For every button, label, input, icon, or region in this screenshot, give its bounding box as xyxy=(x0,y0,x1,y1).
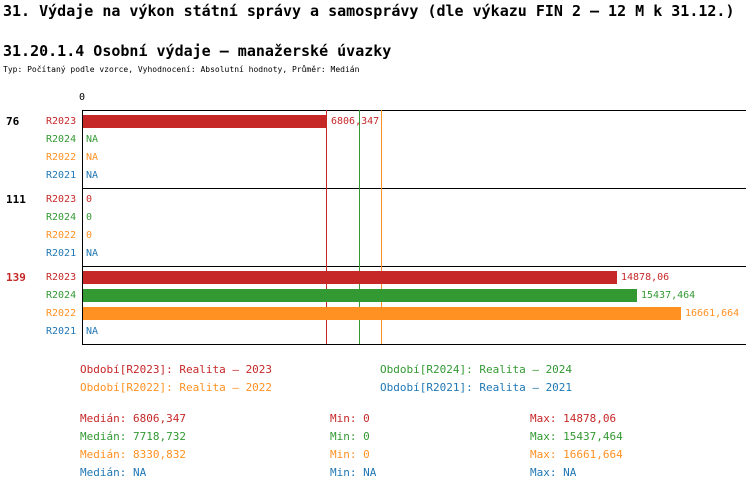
plot-bottom-border xyxy=(82,344,746,345)
stat-min-r2023: Min: 0 xyxy=(330,412,370,425)
report-title: 31. Výdaje na výkon státní správy a samo… xyxy=(3,2,735,20)
indicator-meta: Typ: Počítaný podle vzorce, Vyhodnocení:… xyxy=(3,65,360,74)
stat-max-r2022: Max: 16661,664 xyxy=(530,448,623,461)
legend-item-r2022: Období[R2022]: Realita – 2022 xyxy=(80,381,273,394)
group-separator-2 xyxy=(82,266,746,267)
bar-r2022 xyxy=(83,307,681,320)
legend-item-r2021: Období[R2021]: Realita – 2021 xyxy=(380,381,573,394)
median-line-r2022 xyxy=(381,110,382,344)
bar-r2023 xyxy=(83,115,327,128)
series-label: R2022 xyxy=(46,308,77,319)
group-separator-1 xyxy=(82,188,746,189)
value-label: 16661,664 xyxy=(685,308,740,319)
group-label: 76 xyxy=(6,115,20,128)
plot-top-border xyxy=(82,110,746,111)
value-label: 6806,347 xyxy=(331,116,380,127)
indicator-title: 31.20.1.4 Osobní výdaje – manažerské úva… xyxy=(3,42,392,60)
legend-item-r2024: Období[R2024]: Realita – 2024 xyxy=(380,363,573,376)
value-label: 0 xyxy=(86,194,93,205)
value-label: NA xyxy=(86,170,99,181)
stat-min-r2021: Min: NA xyxy=(330,466,377,479)
stat-median-r2023: Medián: 6806,347 xyxy=(80,412,186,425)
median-line-r2024 xyxy=(359,110,360,344)
group-label: 139 xyxy=(6,271,26,284)
axis-zero-label: 0 xyxy=(78,92,86,103)
series-label: R2023 xyxy=(46,194,77,205)
value-label: 15437,464 xyxy=(641,290,696,301)
stat-median-r2022: Medián: 8330,832 xyxy=(80,448,186,461)
series-label: R2024 xyxy=(46,212,77,223)
stat-min-r2024: Min: 0 xyxy=(330,430,370,443)
stat-median-r2024: Medián: 7718,732 xyxy=(80,430,186,443)
value-label: NA xyxy=(86,248,99,259)
group-label: 111 xyxy=(6,193,26,206)
series-label: R2024 xyxy=(46,290,77,301)
stat-min-r2022: Min: 0 xyxy=(330,448,370,461)
series-label: R2022 xyxy=(46,230,77,241)
value-label: 14878,06 xyxy=(621,272,670,283)
series-label: R2023 xyxy=(46,272,77,283)
value-axis-line xyxy=(82,110,83,345)
value-label: NA xyxy=(86,152,99,163)
stat-max-r2021: Max: NA xyxy=(530,466,577,479)
value-label: 0 xyxy=(86,230,93,241)
series-label: R2021 xyxy=(46,170,77,181)
median-line-r2023 xyxy=(326,110,327,344)
series-label: R2021 xyxy=(46,248,77,259)
bar-r2024 xyxy=(83,289,637,302)
stat-median-r2021: Medián: NA xyxy=(80,466,147,479)
series-label: R2024 xyxy=(46,134,77,145)
series-label: R2022 xyxy=(46,152,77,163)
stat-max-r2024: Max: 15437,464 xyxy=(530,430,623,443)
value-label: NA xyxy=(86,134,99,145)
value-label: 0 xyxy=(86,212,93,223)
series-label: R2021 xyxy=(46,326,77,337)
series-label: R2023 xyxy=(46,116,77,127)
bar-r2023 xyxy=(83,271,617,284)
stat-max-r2023: Max: 14878,06 xyxy=(530,412,617,425)
legend-item-r2023: Období[R2023]: Realita – 2023 xyxy=(80,363,273,376)
value-label: NA xyxy=(86,326,99,337)
